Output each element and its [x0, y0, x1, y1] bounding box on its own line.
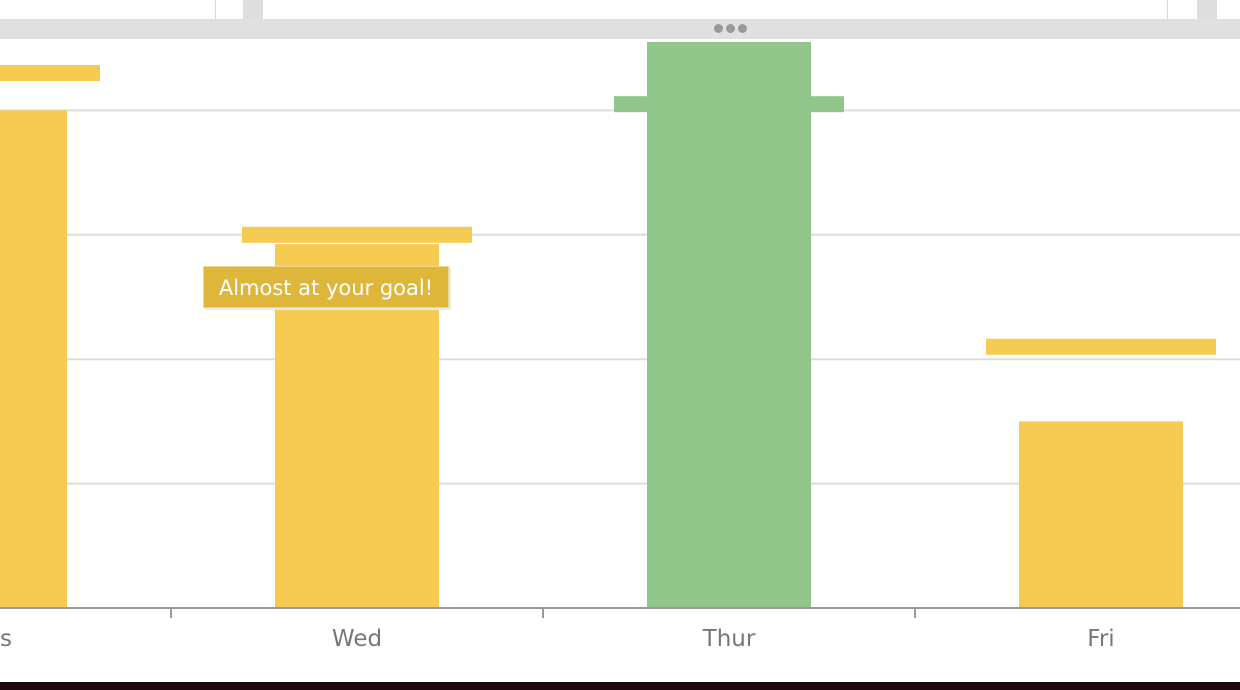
x-axis	[0, 607, 1240, 618]
panel-scroll-handle[interactable]	[243, 0, 263, 20]
goal-marker	[986, 338, 1216, 355]
x-tick-label: Wed	[332, 626, 382, 652]
top-panel-strip	[0, 0, 1240, 20]
x-tick-label: Fri	[1087, 626, 1114, 652]
drag-dot	[738, 24, 747, 33]
goal-marker	[242, 226, 472, 243]
x-tick-label: s	[0, 626, 12, 652]
drag-dot	[714, 24, 723, 33]
x-tick-labels: s Wed Thur Fri	[0, 626, 1115, 652]
goal-markers	[0, 65, 1216, 355]
goal-bar-chart: s Wed Thur Fri	[0, 41, 1240, 652]
bars	[0, 41, 1183, 609]
panel-resize-bar[interactable]	[0, 19, 1240, 39]
bar-under-goal[interactable]	[0, 110, 67, 609]
bottom-edge	[0, 682, 1240, 690]
panel-scroll-handle[interactable]	[1197, 0, 1217, 20]
goal-marker	[0, 65, 100, 82]
panel-divider	[215, 0, 216, 20]
drag-dot	[726, 24, 735, 33]
panel-divider	[1167, 0, 1168, 20]
bar-goal-met[interactable]	[647, 41, 811, 609]
bar-under-goal[interactable]	[1019, 421, 1183, 608]
goal-tooltip: Almost at your goal!	[203, 266, 449, 308]
x-tick-label: Thur	[702, 626, 756, 652]
